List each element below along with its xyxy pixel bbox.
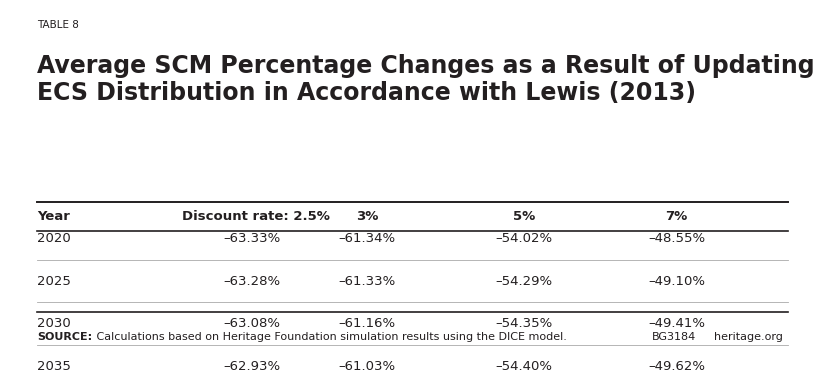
Text: 2020: 2020 — [37, 232, 71, 245]
Text: 2035: 2035 — [37, 360, 71, 370]
Text: –61.34%: –61.34% — [338, 232, 396, 245]
Text: –54.02%: –54.02% — [495, 232, 553, 245]
Text: Discount rate: 2.5%: Discount rate: 2.5% — [182, 210, 329, 223]
Text: –63.28%: –63.28% — [223, 275, 281, 288]
Text: –61.33%: –61.33% — [338, 275, 396, 288]
Text: –63.33%: –63.33% — [223, 232, 281, 245]
Text: –54.35%: –54.35% — [495, 317, 553, 330]
Text: –61.03%: –61.03% — [338, 360, 396, 370]
Text: Calculations based on Heritage Foundation simulation results using the DICE mode: Calculations based on Heritage Foundatio… — [93, 332, 567, 342]
Text: –49.62%: –49.62% — [648, 360, 705, 370]
Text: BG3184: BG3184 — [652, 332, 696, 342]
Text: –54.40%: –54.40% — [495, 360, 553, 370]
Text: Average SCM Percentage Changes as a Result of Updating
ECS Distribution in Accor: Average SCM Percentage Changes as a Resu… — [37, 54, 815, 105]
Text: 7%: 7% — [666, 210, 687, 223]
Text: –61.16%: –61.16% — [338, 317, 396, 330]
Text: 2030: 2030 — [37, 317, 71, 330]
Text: SOURCE:: SOURCE: — [37, 332, 92, 342]
Text: 2025: 2025 — [37, 275, 71, 288]
Text: –49.10%: –49.10% — [648, 275, 705, 288]
Text: TABLE 8: TABLE 8 — [37, 20, 79, 30]
Text: –62.93%: –62.93% — [223, 360, 281, 370]
Text: heritage.org: heritage.org — [714, 332, 782, 342]
Text: –63.08%: –63.08% — [223, 317, 281, 330]
Text: –54.29%: –54.29% — [495, 275, 553, 288]
Text: 3%: 3% — [356, 210, 379, 223]
Text: 5%: 5% — [513, 210, 535, 223]
Text: –48.55%: –48.55% — [648, 232, 705, 245]
Text: –49.41%: –49.41% — [648, 317, 705, 330]
Text: Year: Year — [37, 210, 70, 223]
